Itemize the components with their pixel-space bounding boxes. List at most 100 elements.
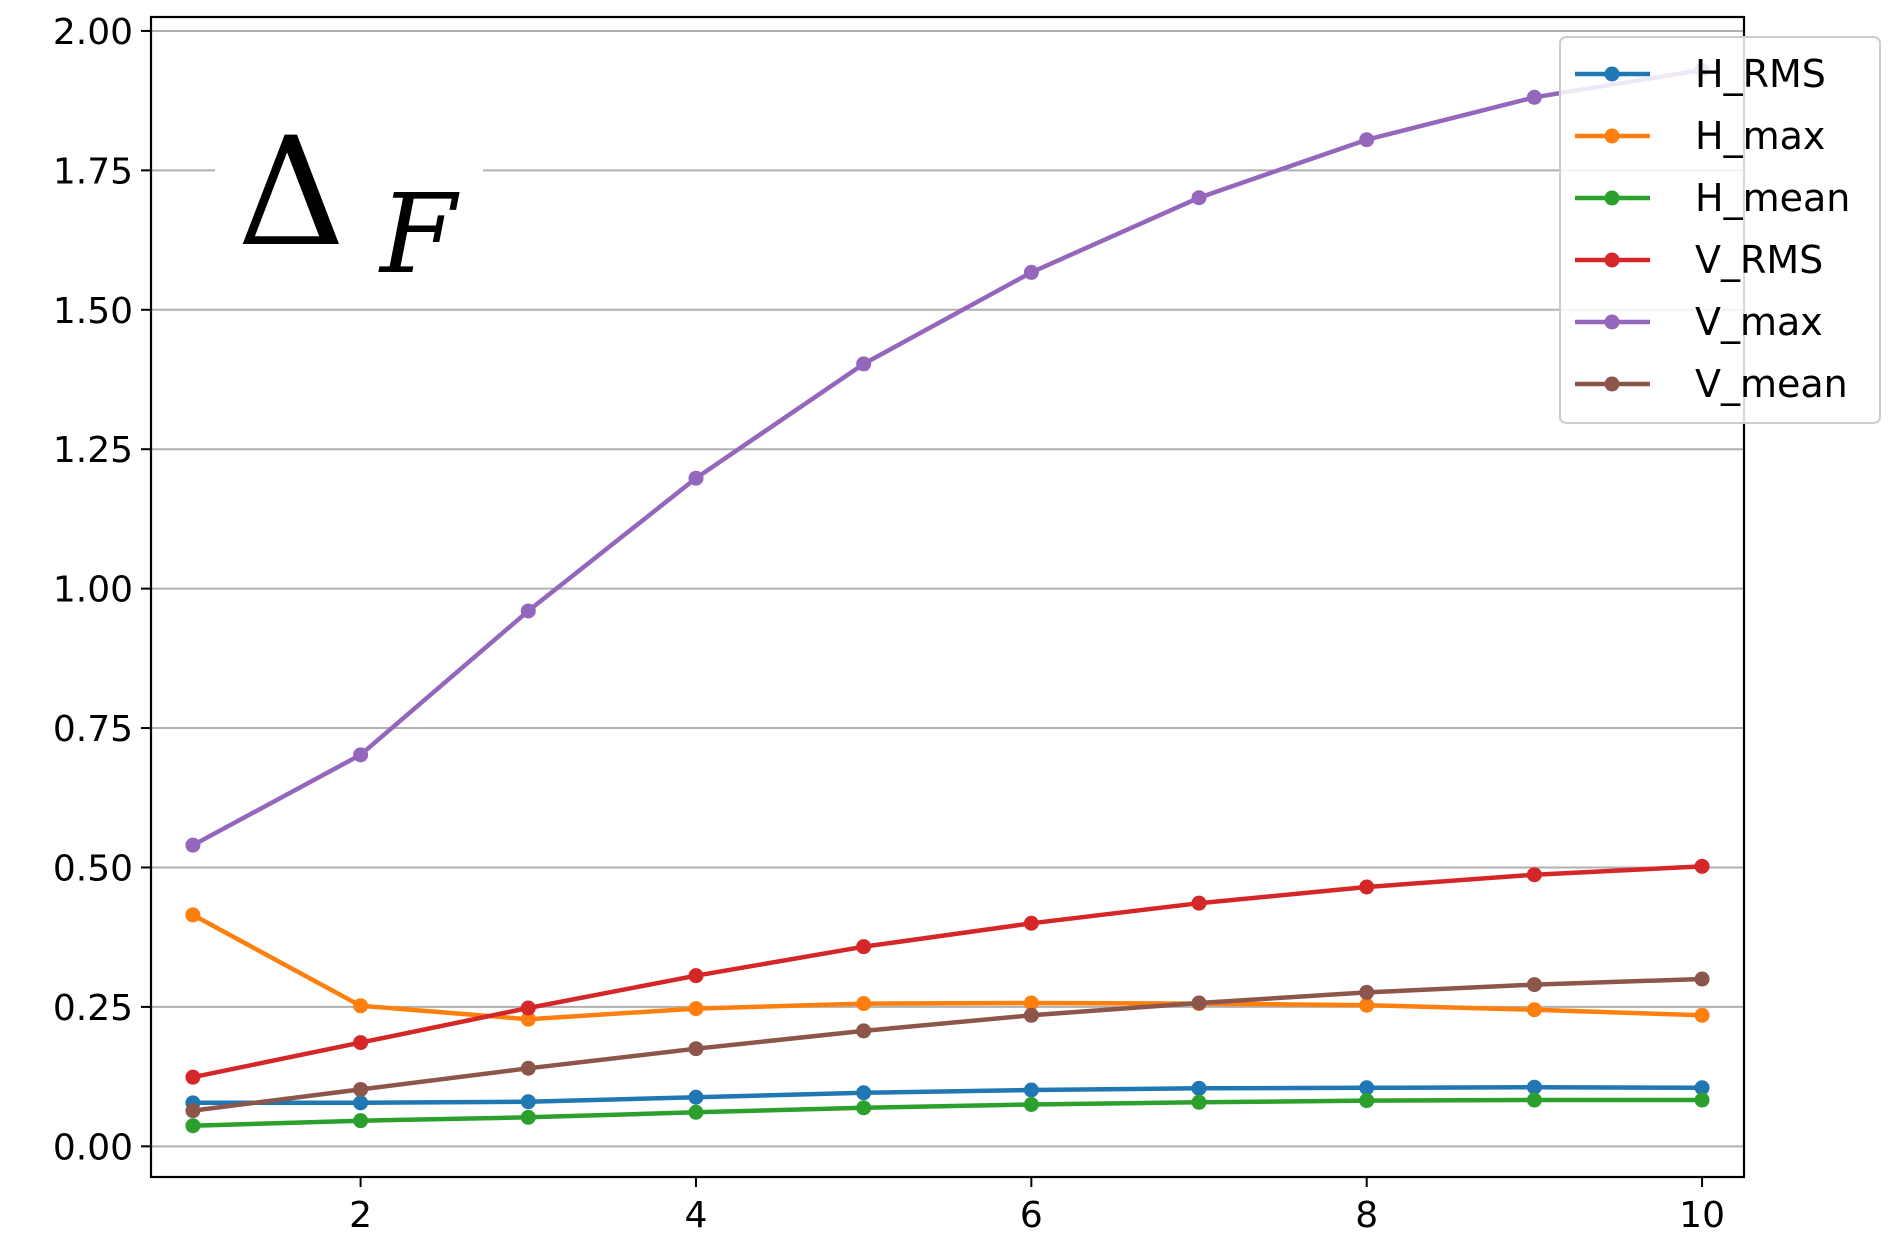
data-point-v-mean (185, 1103, 201, 1119)
legend-label-v-mean: V_mean (1695, 362, 1848, 406)
y-tick-label: 1.75 (53, 151, 133, 192)
grid-lines (151, 29, 1744, 1148)
data-point-v-max (185, 837, 201, 853)
y-tick-label: 0.00 (53, 1127, 133, 1168)
data-point-h-max (856, 996, 872, 1012)
annotation-delta-symbol: Δ (237, 106, 345, 280)
series-line-v-rms (192, 864, 1703, 1080)
data-point-v-mean (1023, 1007, 1039, 1023)
data-point-h-mean (688, 1104, 704, 1120)
data-point-v-mean (1191, 995, 1207, 1011)
series-line-v-max (191, 67, 1703, 848)
data-point-v-rms (1023, 915, 1039, 931)
data-point-v-rms (353, 1035, 369, 1051)
x-tick-label: 8 (1355, 1195, 1378, 1236)
data-point-v-mean (353, 1081, 369, 1097)
annotation-background (215, 120, 483, 300)
data-point-h-rms (1023, 1082, 1039, 1098)
legend-label-v-max: V_max (1695, 300, 1823, 344)
y-tick-label: 0.75 (53, 709, 133, 750)
series-line-h-max (191, 912, 1703, 1022)
data-point-h-rms (688, 1089, 704, 1105)
series-line-h-rms (192, 1084, 1703, 1106)
data-point-v-rms (1526, 867, 1542, 883)
series-line-h-mean (192, 1097, 1703, 1128)
data-point-h-max (1694, 1007, 1710, 1023)
data-point-h-mean (520, 1109, 536, 1125)
data-point-h-mean (1359, 1093, 1375, 1109)
delta-f-annotation: Δ F (215, 106, 483, 300)
data-point-h-max (688, 1001, 704, 1017)
data-point-v-rms (1694, 858, 1710, 874)
data-point-h-rms (1191, 1080, 1207, 1096)
data-point-v-max (856, 356, 872, 372)
data-point-v-rms (185, 1069, 201, 1085)
data-point-h-rms (1694, 1080, 1710, 1096)
y-tick-label: 2.00 (53, 12, 133, 53)
data-point-h-mean (856, 1100, 872, 1116)
axes: 0.00 0.25 0.50 0.75 1.00 1.25 1.50 1.75 2.00 2 4 6 8… (53, 12, 1746, 1236)
data-point-h-rms (856, 1085, 872, 1101)
data-point-h-mean (1526, 1092, 1542, 1108)
data-point-v-rms (520, 1000, 536, 1016)
legend-marker-h-mean (1604, 190, 1620, 206)
data-point-h-mean (353, 1113, 369, 1129)
legend-marker-h-max (1604, 128, 1620, 144)
y-tick-label: 1.00 (53, 570, 133, 611)
data-point-h-mean (1023, 1097, 1039, 1112)
data-point-h-mean (1694, 1092, 1710, 1108)
data-point-v-rms (1191, 895, 1207, 911)
data-point-v-mean (688, 1041, 704, 1057)
data-point-v-mean (1526, 977, 1542, 993)
legend: H_RMS H_max H_mean V_RMS V_max V_mean (1559, 36, 1881, 424)
data-point-v-rms (856, 939, 872, 955)
data-point-v-rms (688, 968, 704, 984)
data-point-h-max (1023, 995, 1039, 1011)
data-point-h-mean (185, 1118, 201, 1134)
legend-marker-h-rms (1604, 66, 1620, 82)
annotation-subscript: F (378, 170, 460, 298)
data-point-v-mean (520, 1060, 536, 1076)
y-tick-label: 0.25 (53, 988, 133, 1029)
data-point-v-rms (1359, 879, 1375, 895)
data-point-v-mean (1694, 971, 1710, 987)
plot-frame (149, 15, 1746, 1179)
legend-marker-v-rms (1604, 252, 1620, 268)
x-tick-label: 2 (349, 1195, 372, 1236)
data-point-v-max (1023, 264, 1039, 280)
legend-marker-v-max (1604, 314, 1620, 330)
legend-label-v-rms: V_RMS (1695, 238, 1823, 282)
legend-label-h-max: H_max (1695, 114, 1825, 158)
legend-label-h-mean: H_mean (1695, 176, 1850, 220)
x-tick-label: 4 (685, 1195, 708, 1236)
y-tick-label: 0.50 (53, 848, 133, 889)
x-tick-label: 10 (1679, 1195, 1725, 1236)
data-point-h-max (1526, 1002, 1542, 1018)
data-point-h-rms (353, 1095, 369, 1111)
data-point-h-max (1359, 997, 1375, 1013)
data-point-h-rms (1526, 1079, 1542, 1095)
x-tick-label: 6 (1020, 1195, 1043, 1236)
data-point-v-max (1191, 190, 1207, 206)
data-point-v-max (1359, 132, 1375, 148)
y-tick-label: 1.50 (53, 291, 133, 332)
data-point-h-max (520, 1011, 536, 1027)
data-point-h-mean (1191, 1094, 1207, 1110)
y-tick-label: 1.25 (53, 430, 133, 471)
data-point-v-mean (856, 1023, 872, 1039)
data-point-h-max (353, 998, 369, 1014)
legend-marker-v-mean (1604, 376, 1620, 392)
data-point-v-max (353, 747, 369, 763)
data-point-h-rms (520, 1094, 536, 1110)
data-point-v-max (688, 470, 704, 486)
legend-box (1559, 36, 1881, 424)
series-lines (185, 62, 1710, 1134)
data-point-h-max (185, 907, 201, 923)
data-point-v-max (520, 603, 536, 619)
legend-label-h-rms: H_RMS (1695, 52, 1826, 96)
data-point-h-rms (1359, 1080, 1375, 1096)
data-point-v-max (1526, 89, 1542, 105)
series-line-v-mean (192, 976, 1703, 1113)
